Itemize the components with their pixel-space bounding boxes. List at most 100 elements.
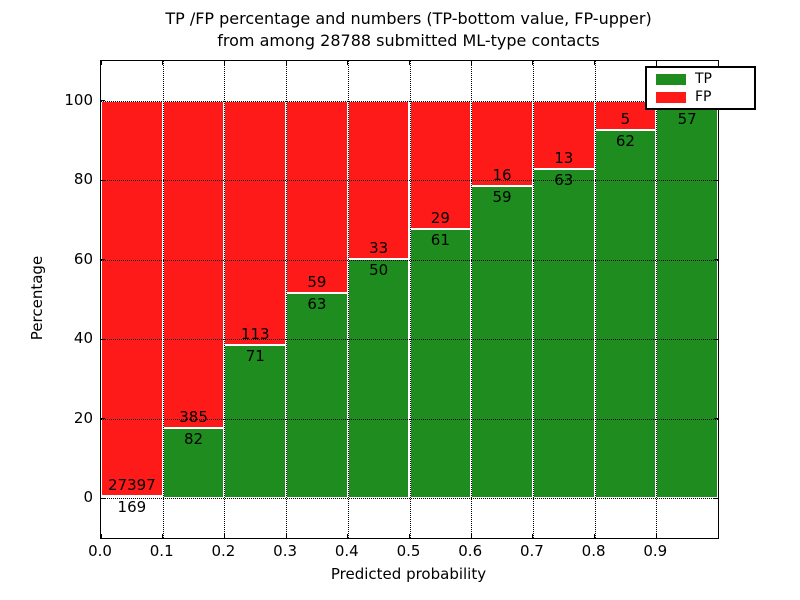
gridline-x bbox=[594, 61, 596, 538]
plot-area: 27397 169 385 82 113 71 59 63 33 50 29 61 16 59 13 63 5 6… bbox=[100, 60, 719, 539]
x-tick-top bbox=[655, 61, 657, 65]
bar-segment-tp bbox=[101, 495, 163, 499]
legend-item-fp: FP bbox=[656, 89, 754, 105]
bar-segment-tp bbox=[347, 258, 410, 499]
gridline-x bbox=[224, 61, 226, 538]
bar-segment-tp bbox=[286, 292, 348, 499]
x-tick-label: 0.8 bbox=[581, 542, 606, 560]
bar-segment-fp bbox=[286, 100, 348, 293]
x-tick-top bbox=[470, 61, 472, 65]
x-tick-label: 0.6 bbox=[458, 542, 483, 560]
x-tick-label: 0.9 bbox=[643, 542, 668, 560]
chart-title-line1: TP /FP percentage and numbers (TP-bottom… bbox=[165, 9, 652, 28]
gridline-x bbox=[471, 61, 473, 538]
x-tick-bottom bbox=[655, 534, 657, 538]
x-tick-label: 0.5 bbox=[396, 542, 421, 560]
x-tick-bottom bbox=[594, 534, 596, 538]
fp-count-label: 13 bbox=[554, 148, 574, 167]
x-tick-bottom bbox=[285, 534, 287, 538]
gridline-x bbox=[532, 61, 534, 538]
fp-count-label: 59 bbox=[307, 272, 327, 291]
y-tick-left bbox=[101, 497, 105, 499]
fp-count-label: 385 bbox=[179, 408, 208, 427]
fp-count-label: 29 bbox=[430, 208, 450, 227]
x-tick-bottom bbox=[409, 534, 410, 538]
y-tick-left bbox=[101, 418, 105, 420]
bar-segment-fp bbox=[162, 100, 225, 429]
x-tick-bottom bbox=[470, 534, 472, 538]
y-tick-label: 60 bbox=[73, 249, 93, 268]
x-tick-bottom bbox=[100, 534, 102, 538]
x-tick-bottom bbox=[223, 534, 225, 538]
bar-segment-fp bbox=[224, 100, 287, 345]
x-tick-label: 0.2 bbox=[211, 542, 236, 560]
bar-segment-tp bbox=[532, 168, 595, 499]
x-tick-bottom bbox=[532, 534, 534, 538]
gridline-x bbox=[347, 61, 349, 538]
bar-segment-tp bbox=[594, 130, 657, 499]
legend-swatch-fp bbox=[656, 91, 686, 103]
x-tick-label: 0.0 bbox=[88, 542, 112, 560]
bar-segment-tp bbox=[656, 107, 718, 499]
fp-count-label: 16 bbox=[492, 165, 512, 184]
y-tick-right bbox=[714, 179, 718, 181]
y-tick-right bbox=[714, 497, 718, 499]
fp-count-label: 113 bbox=[240, 324, 270, 343]
legend-label-tp: TP bbox=[695, 71, 712, 87]
tp-count-label: 57 bbox=[677, 109, 697, 128]
bar-segment-tp bbox=[471, 185, 533, 499]
gridline-x bbox=[286, 61, 288, 538]
x-tick-top bbox=[532, 61, 534, 65]
tp-count-label: 59 bbox=[492, 187, 512, 206]
y-tick-label: 40 bbox=[73, 329, 93, 348]
fp-count-label: 33 bbox=[369, 238, 389, 257]
y-tick-right bbox=[714, 259, 718, 261]
tp-count-label: 61 bbox=[430, 230, 450, 249]
x-tick-top bbox=[100, 61, 102, 65]
x-tick-top bbox=[594, 61, 596, 65]
chart-title-line2: from among 28788 submitted ML-type conta… bbox=[217, 31, 600, 50]
y-tick-left bbox=[101, 179, 105, 181]
x-tick-label: 0.7 bbox=[519, 542, 544, 560]
gridline-x bbox=[162, 61, 164, 538]
x-tick-top bbox=[223, 61, 225, 65]
x-axis-label: Predicted probability bbox=[330, 565, 487, 583]
y-tick-label: 0 bbox=[83, 488, 93, 507]
y-tick-label: 20 bbox=[73, 408, 93, 427]
x-tick-label: 0.3 bbox=[273, 542, 298, 560]
x-tick-label: 0.4 bbox=[334, 542, 359, 560]
x-tick-label: 0.1 bbox=[149, 542, 174, 560]
bar-segment-fp bbox=[101, 100, 163, 496]
legend-swatch-tp bbox=[656, 73, 686, 85]
x-tick-top bbox=[409, 61, 410, 65]
legend-item-tp: TP bbox=[656, 71, 754, 87]
legend: TP FP bbox=[645, 66, 756, 110]
x-tick-top bbox=[347, 61, 349, 65]
x-tick-bottom bbox=[162, 534, 164, 538]
fp-count-label: 5 bbox=[620, 110, 631, 129]
y-tick-right bbox=[714, 338, 718, 340]
chart-title: TP /FP percentage and numbers (TP-bottom… bbox=[100, 8, 717, 52]
y-tick-label: 80 bbox=[73, 170, 93, 189]
tp-count-label: 63 bbox=[307, 294, 327, 313]
y-tick-left bbox=[101, 259, 105, 261]
fp-count-label: 27397 bbox=[107, 475, 156, 494]
bar-segment-fp bbox=[471, 100, 533, 186]
x-tick-top bbox=[162, 61, 164, 65]
y-tick-label: 100 bbox=[64, 90, 93, 109]
tp-count-label: 71 bbox=[245, 346, 265, 365]
gridline-x bbox=[409, 61, 411, 538]
x-tick-top bbox=[285, 61, 287, 65]
y-tick-left bbox=[101, 100, 105, 102]
bar-segment-tp bbox=[409, 228, 472, 499]
tp-count-label: 63 bbox=[554, 170, 574, 189]
x-tick-bottom bbox=[347, 534, 349, 538]
bar-segment-tp bbox=[162, 428, 225, 499]
legend-label-fp: FP bbox=[695, 89, 712, 105]
tp-count-label: 82 bbox=[184, 430, 204, 449]
tp-count-label: 169 bbox=[117, 497, 147, 516]
y-tick-left bbox=[101, 338, 105, 340]
y-tick-right bbox=[714, 418, 718, 420]
tp-count-label: 62 bbox=[615, 132, 635, 151]
